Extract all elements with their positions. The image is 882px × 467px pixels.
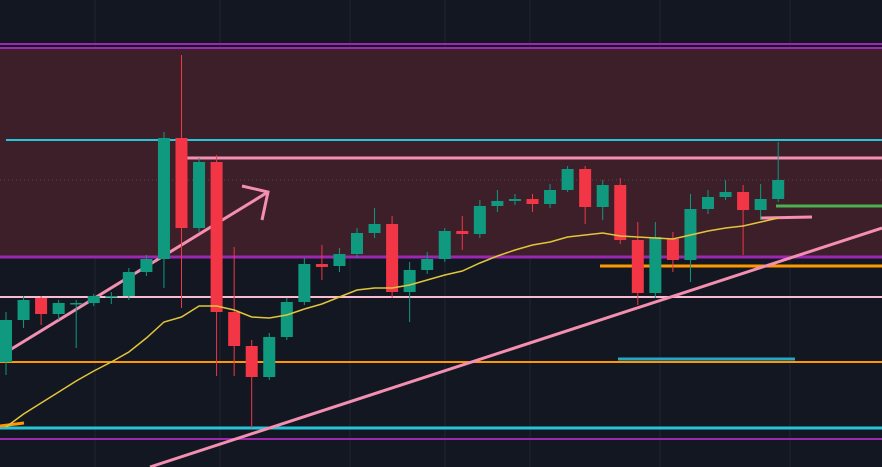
- zone: [0, 48, 882, 257]
- candle-body: [438, 231, 451, 259]
- candle-body: [508, 199, 521, 201]
- moving-average: [5, 217, 779, 428]
- candle-body: [0, 320, 12, 362]
- level-line: [0, 421, 25, 428]
- candle-body: [596, 185, 609, 207]
- candle-body: [386, 224, 399, 292]
- candle-body: [631, 240, 644, 293]
- candle-body: [702, 197, 714, 209]
- candles: [0, 55, 785, 428]
- candle-body: [52, 303, 65, 314]
- candle-body: [772, 180, 785, 199]
- candle-body: [122, 272, 135, 296]
- candle-body: [737, 192, 750, 210]
- candle-body: [544, 190, 557, 204]
- candle-body: [614, 185, 627, 240]
- level-line: [759, 215, 813, 220]
- candle-body: [105, 296, 118, 298]
- candle-body: [245, 346, 258, 377]
- candle-body: [526, 199, 539, 204]
- candle-body: [456, 231, 469, 234]
- candle-body: [263, 337, 276, 377]
- trend-line: [149, 226, 882, 467]
- candle-body: [579, 169, 592, 207]
- candle-body: [315, 264, 328, 267]
- candle-body: [87, 296, 100, 303]
- candle-body: [649, 237, 662, 293]
- candle-body: [421, 259, 434, 270]
- arrow-head: [241, 184, 270, 221]
- candle-body: [193, 162, 206, 228]
- candle-body: [280, 302, 293, 337]
- candle-body: [754, 199, 767, 210]
- candle-body: [17, 300, 30, 320]
- candle-body: [561, 169, 574, 190]
- candle-body: [35, 298, 48, 314]
- candle-body: [228, 312, 241, 346]
- candle-body: [210, 162, 223, 312]
- candle-body: [333, 254, 346, 266]
- candle-body: [666, 239, 679, 260]
- candle-body: [70, 303, 83, 305]
- candle-body: [491, 201, 504, 206]
- candle-body: [719, 192, 732, 197]
- candle-body: [175, 138, 188, 228]
- candle-body: [298, 264, 311, 302]
- candle-body: [473, 206, 486, 234]
- candle-body: [140, 259, 153, 272]
- candle-body: [403, 270, 416, 292]
- candle-body: [351, 233, 363, 254]
- candle-body: [157, 138, 170, 259]
- candle-body: [368, 224, 381, 233]
